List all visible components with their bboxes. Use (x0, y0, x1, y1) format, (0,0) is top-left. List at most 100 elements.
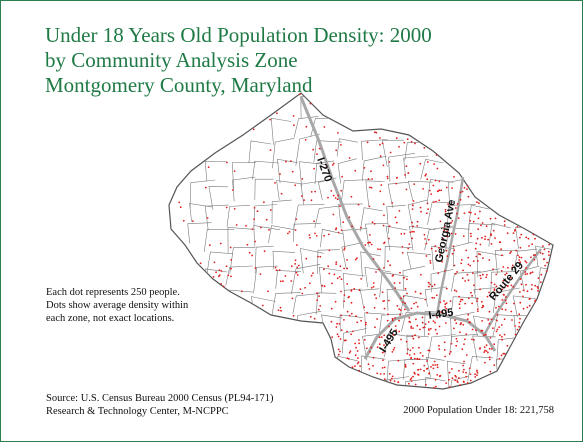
density-dot (449, 300, 452, 302)
density-dot (399, 271, 401, 274)
density-dot (534, 284, 536, 287)
density-dot (313, 317, 316, 320)
density-dot (488, 322, 491, 325)
density-dot (404, 366, 407, 368)
density-dot (411, 335, 414, 338)
zone-boundary-line (187, 222, 212, 244)
density-dot (291, 170, 294, 173)
density-dot (412, 327, 414, 329)
zone-boundary-line (451, 271, 481, 292)
density-dot (390, 377, 393, 380)
density-dot (343, 249, 345, 251)
density-dot (316, 292, 318, 294)
density-dot (451, 368, 453, 370)
density-dot (464, 338, 466, 341)
density-dot (429, 327, 432, 330)
density-dot (398, 282, 401, 284)
density-dot (428, 372, 431, 375)
density-dot (393, 282, 396, 284)
density-dot (456, 271, 458, 273)
density-dot (233, 170, 236, 173)
density-dot (432, 320, 435, 322)
density-dot (287, 232, 289, 235)
density-dot (463, 212, 466, 215)
zone-boundary-line (360, 251, 381, 278)
zone-boundary-line (208, 186, 228, 210)
density-dot (493, 364, 496, 367)
density-dot (528, 245, 530, 247)
density-dot (513, 302, 515, 305)
density-dot (465, 371, 467, 374)
density-dot (519, 278, 522, 280)
density-dot (366, 311, 369, 314)
density-dot (461, 298, 464, 301)
density-dot (343, 267, 345, 270)
density-dot (335, 149, 338, 152)
density-dot (413, 302, 415, 305)
density-dot (293, 124, 295, 127)
map-title: Under 18 Years Old Population Density: 2… (45, 23, 432, 98)
density-dot (495, 273, 498, 276)
density-dot (333, 273, 336, 276)
density-dot (502, 266, 505, 268)
major-roads (299, 96, 542, 360)
density-dot (296, 244, 298, 246)
density-dot (308, 234, 311, 236)
density-dot (483, 334, 485, 336)
density-dot (339, 265, 342, 268)
density-dot (503, 352, 506, 355)
density-dot (506, 232, 509, 235)
density-dot (528, 304, 531, 307)
zone-boundary-line (378, 313, 404, 338)
density-dot (455, 290, 458, 293)
density-dots (178, 93, 551, 389)
density-dot (229, 246, 232, 249)
density-dot (460, 259, 463, 261)
zone-boundary-line (494, 249, 519, 275)
density-dot (434, 321, 436, 324)
density-dot (493, 343, 496, 346)
density-dot (378, 268, 380, 271)
density-dot (267, 290, 269, 293)
density-dot (416, 220, 419, 223)
density-dot (428, 189, 431, 192)
density-dot (375, 271, 377, 273)
density-dot (444, 270, 446, 272)
density-dot (330, 320, 333, 323)
density-dot (383, 214, 385, 217)
density-dot (488, 291, 490, 294)
density-dot (412, 204, 414, 207)
zone-boundary-line (382, 139, 405, 168)
source-credit: Source: U.S. Census Bureau 2000 Census (… (46, 392, 273, 418)
density-dot (435, 385, 437, 388)
density-dot (524, 260, 527, 262)
zone-boundary-line (343, 273, 366, 291)
density-dot (525, 267, 527, 269)
zone-boundary-line (276, 180, 302, 200)
route29-road (481, 248, 542, 338)
density-dot (541, 252, 544, 255)
density-dot (436, 316, 439, 319)
density-dot (443, 300, 445, 302)
density-dot (358, 289, 361, 292)
density-dot (438, 325, 441, 328)
density-dot (500, 354, 503, 357)
density-dot (350, 301, 353, 304)
density-dot (411, 208, 414, 211)
density-dot (482, 273, 484, 276)
density-dot (359, 365, 361, 367)
density-dot (438, 310, 441, 313)
zone-boundary-line (336, 138, 358, 157)
zone-boundary-line (226, 204, 251, 227)
density-dot (403, 276, 405, 279)
density-dot (476, 308, 479, 311)
density-dot (382, 164, 385, 167)
density-dot (431, 285, 434, 288)
density-dot (445, 307, 448, 310)
density-dot (487, 319, 490, 321)
density-dot (486, 295, 489, 298)
density-dot (383, 267, 385, 269)
density-dot (408, 243, 411, 246)
density-dot (254, 267, 257, 269)
density-dot (399, 313, 401, 316)
